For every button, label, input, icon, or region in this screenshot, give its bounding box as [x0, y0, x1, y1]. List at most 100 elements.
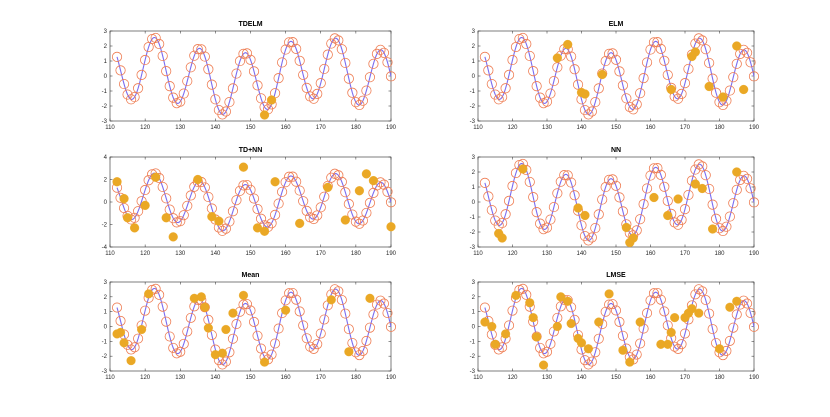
selected-point	[354, 186, 364, 196]
sample-ring	[610, 180, 622, 191]
x-tick-label: 180	[351, 251, 362, 257]
x-tick-label: 120	[140, 251, 151, 257]
sample-ring	[748, 197, 760, 208]
sample-ring	[385, 197, 397, 208]
sample-ring	[154, 38, 165, 50]
x-tick-label: 130	[542, 125, 553, 131]
selected-point	[576, 338, 587, 348]
sample-ring	[382, 57, 393, 68]
signal-line	[116, 172, 392, 232]
sample-ring	[552, 188, 563, 199]
x-tick-label: 140	[576, 125, 587, 131]
sample-ring	[655, 294, 666, 305]
sample-ring	[368, 58, 379, 69]
sample-ring	[697, 35, 708, 46]
sample-ring	[562, 170, 573, 181]
selected-point	[714, 344, 725, 354]
sample-ring	[648, 288, 659, 299]
sample-ring	[284, 171, 295, 182]
selected-point	[532, 332, 542, 342]
sample-ring	[224, 97, 235, 108]
sample-ring	[742, 298, 753, 309]
sample-ring	[586, 356, 597, 367]
selected-point	[259, 110, 270, 120]
sample-ring	[115, 65, 126, 76]
sample-ring	[185, 62, 196, 73]
y-tick-label: 0	[472, 325, 476, 331]
sample-ring	[504, 320, 515, 331]
selected-point	[556, 292, 566, 302]
sample-ring	[593, 209, 604, 220]
panel-elm: ELM 110 120 130 140 150 160 170 180 190 -3 -2 -1 0 1 2 3	[470, 21, 760, 131]
selected-point	[621, 222, 631, 233]
sample-ring	[700, 294, 711, 306]
selected-point	[663, 339, 673, 349]
sample-ring	[507, 305, 518, 316]
y-tick-label: -1	[470, 339, 476, 345]
sample-ring	[566, 51, 577, 62]
sample-ring	[669, 217, 680, 228]
sample-ring	[728, 72, 739, 83]
x-tick-label: 120	[507, 125, 518, 131]
sample-ring	[368, 309, 379, 320]
sample-ring	[628, 104, 639, 115]
sample-ring	[676, 339, 687, 350]
y-tick-label: 1	[472, 310, 476, 316]
sample-ring	[277, 57, 288, 68]
sample-ring	[652, 287, 663, 299]
sample-ring	[277, 186, 288, 197]
sample-ring	[690, 164, 701, 175]
sample-ring	[524, 176, 535, 188]
sample-ring	[697, 161, 708, 172]
sample-ring	[266, 218, 277, 229]
selected-point	[487, 321, 497, 332]
sample-ring	[483, 191, 494, 202]
sample-ring	[227, 206, 239, 217]
sample-ring	[347, 87, 358, 98]
sample-ring	[569, 64, 580, 75]
selected-point	[583, 344, 593, 354]
sample-ring	[333, 286, 344, 297]
sample-ring	[231, 195, 242, 206]
sample-ring	[721, 221, 732, 232]
sample-ring	[357, 345, 368, 356]
sample-ring	[333, 35, 344, 46]
selected-point	[725, 302, 735, 312]
sample-ring	[343, 73, 354, 84]
y-tick-label: 0	[472, 200, 476, 206]
sample-ring	[150, 283, 161, 294]
sample-ring	[234, 185, 246, 196]
sample-ring	[336, 176, 347, 187]
sample-ring	[607, 174, 618, 185]
sample-ring	[266, 349, 277, 360]
sample-ring	[273, 323, 284, 334]
sample-ring	[298, 69, 309, 80]
selected-point	[137, 324, 147, 335]
sample-ring	[340, 308, 351, 319]
y-tick-label: -2	[470, 354, 476, 360]
selected-point	[563, 39, 573, 50]
selected-point	[625, 357, 635, 367]
sample-ring	[586, 232, 597, 243]
selected-point	[666, 84, 676, 95]
sample-ring	[319, 191, 330, 202]
sample-ring	[638, 73, 649, 84]
sample-ring	[203, 64, 214, 75]
sample-ring	[597, 194, 608, 205]
sample-ring	[319, 63, 330, 75]
sample-ring	[255, 213, 267, 224]
sample-ring	[593, 83, 604, 94]
sample-ring	[728, 198, 739, 209]
panel-title: LMSE	[606, 272, 626, 279]
sample-ring	[735, 48, 746, 59]
selected-point	[386, 222, 396, 232]
sample-ring	[635, 88, 646, 99]
sample-ring	[652, 37, 663, 48]
sample-ring	[642, 308, 653, 319]
sample-ring	[375, 44, 386, 55]
x-tick-label: 150	[245, 375, 256, 381]
sample-ring	[531, 81, 542, 92]
selected-point	[323, 182, 333, 192]
selected-point	[228, 308, 238, 318]
sample-ring	[631, 349, 642, 360]
